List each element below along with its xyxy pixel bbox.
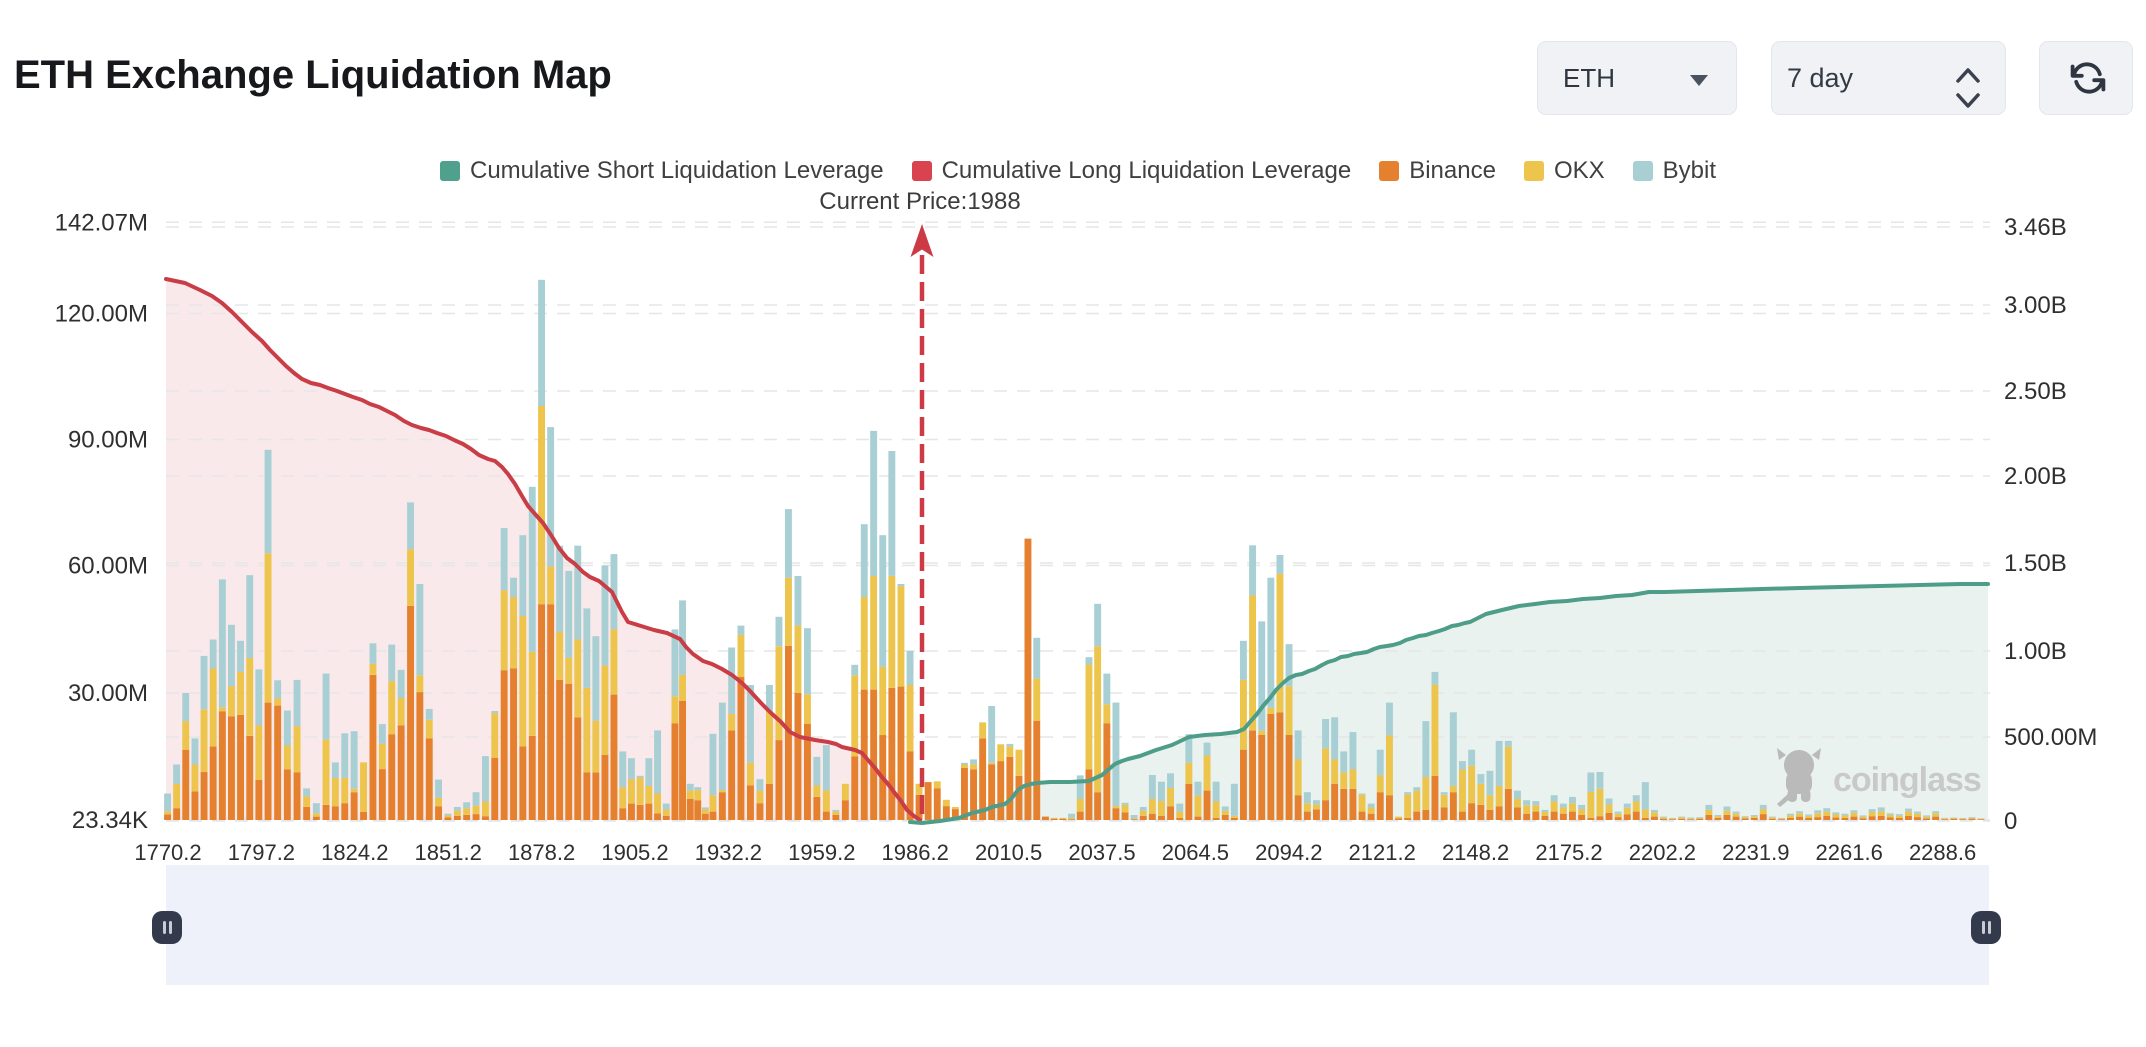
svg-text:3.46B: 3.46B [2004, 214, 2067, 241]
svg-text:1.00B: 1.00B [2004, 638, 2067, 665]
svg-text:1851.2: 1851.2 [415, 840, 482, 865]
svg-text:1.50B: 1.50B [2004, 550, 2067, 577]
svg-text:3.00B: 3.00B [2004, 292, 2067, 319]
svg-text:1905.2: 1905.2 [601, 840, 668, 865]
svg-text:0: 0 [2004, 808, 2017, 835]
svg-text:2288.6: 2288.6 [1909, 840, 1976, 865]
svg-text:1986.2: 1986.2 [882, 840, 949, 865]
svg-text:23.34K: 23.34K [72, 807, 148, 834]
svg-text:2148.2: 2148.2 [1442, 840, 1509, 865]
svg-text:2064.5: 2064.5 [1162, 840, 1229, 865]
svg-text:2175.2: 2175.2 [1535, 840, 1602, 865]
svg-text:60.00M: 60.00M [68, 553, 148, 580]
svg-text:2261.6: 2261.6 [1816, 840, 1883, 865]
svg-text:2.50B: 2.50B [2004, 378, 2067, 405]
svg-text:2037.5: 2037.5 [1068, 840, 1135, 865]
svg-text:2010.5: 2010.5 [975, 840, 1042, 865]
svg-text:2202.2: 2202.2 [1629, 840, 1696, 865]
svg-text:1932.2: 1932.2 [695, 840, 762, 865]
svg-text:1959.2: 1959.2 [788, 840, 855, 865]
svg-text:2231.9: 2231.9 [1722, 840, 1789, 865]
svg-text:1770.2: 1770.2 [134, 840, 201, 865]
svg-text:2.00B: 2.00B [2004, 463, 2067, 490]
svg-text:1878.2: 1878.2 [508, 840, 575, 865]
svg-text:120.00M: 120.00M [55, 301, 148, 328]
svg-text:2121.2: 2121.2 [1349, 840, 1416, 865]
svg-text:1824.2: 1824.2 [321, 840, 388, 865]
svg-text:2094.2: 2094.2 [1255, 840, 1322, 865]
svg-text:90.00M: 90.00M [68, 427, 148, 454]
svg-text:500.00M: 500.00M [2004, 724, 2097, 751]
svg-text:coinglass: coinglass [1833, 761, 1981, 799]
svg-text:1797.2: 1797.2 [228, 840, 295, 865]
svg-text:142.07M: 142.07M [55, 209, 148, 236]
svg-text:30.00M: 30.00M [68, 680, 148, 707]
